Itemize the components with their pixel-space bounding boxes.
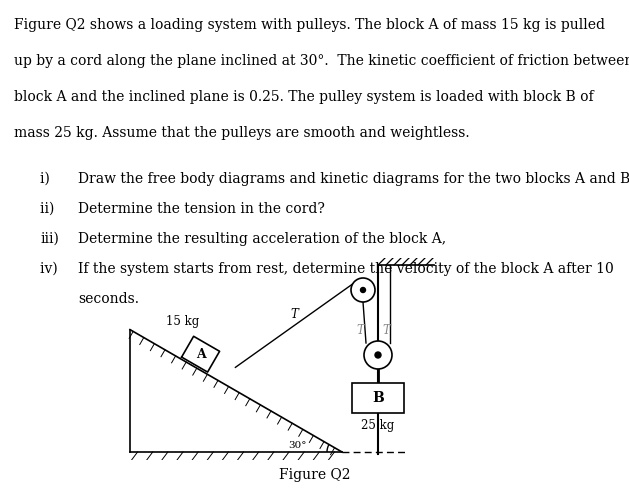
Text: Figure Q2 shows a loading system with pulleys. The block A of mass 15 kg is pull: Figure Q2 shows a loading system with pu… bbox=[14, 18, 605, 32]
Circle shape bbox=[351, 278, 375, 302]
Text: T: T bbox=[356, 324, 364, 337]
Text: mass 25 kg. Assume that the pulleys are smooth and weightless.: mass 25 kg. Assume that the pulleys are … bbox=[14, 126, 470, 140]
Text: seconds.: seconds. bbox=[78, 292, 139, 306]
Text: 25 kg: 25 kg bbox=[362, 419, 394, 432]
Bar bbox=[352, 383, 404, 413]
Text: Draw the free body diagrams and kinetic diagrams for the two blocks A and B.: Draw the free body diagrams and kinetic … bbox=[78, 172, 629, 186]
Text: ii): ii) bbox=[40, 202, 58, 216]
Text: T: T bbox=[382, 324, 390, 337]
Text: If the system starts from rest, determine the velocity of the block A after 10: If the system starts from rest, determin… bbox=[78, 262, 614, 276]
Circle shape bbox=[375, 352, 381, 358]
Text: 30°: 30° bbox=[289, 441, 307, 450]
Text: block A and the inclined plane is 0.25. The pulley system is loaded with block B: block A and the inclined plane is 0.25. … bbox=[14, 90, 594, 104]
Polygon shape bbox=[182, 336, 220, 372]
Text: B: B bbox=[372, 391, 384, 405]
Text: Determine the resulting acceleration of the block A,: Determine the resulting acceleration of … bbox=[78, 232, 446, 246]
Text: T: T bbox=[290, 308, 298, 321]
Text: A: A bbox=[196, 348, 206, 361]
Text: up by a cord along the plane inclined at 30°.  The kinetic coefficient of fricti: up by a cord along the plane inclined at… bbox=[14, 54, 629, 68]
Text: 15 kg: 15 kg bbox=[166, 315, 199, 328]
Text: Figure Q2: Figure Q2 bbox=[279, 468, 350, 482]
Circle shape bbox=[364, 341, 392, 369]
Text: iii): iii) bbox=[40, 232, 59, 246]
Text: Determine the tension in the cord?: Determine the tension in the cord? bbox=[78, 202, 325, 216]
Text: i): i) bbox=[40, 172, 58, 186]
Text: iv): iv) bbox=[40, 262, 62, 276]
Circle shape bbox=[360, 287, 365, 293]
